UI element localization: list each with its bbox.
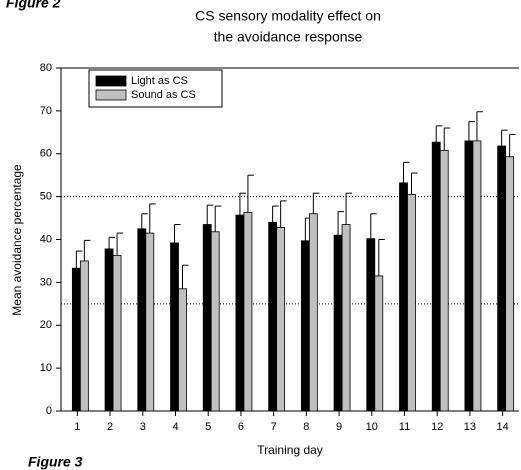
bar (308, 213, 318, 412)
bar (79, 260, 89, 412)
bar (210, 231, 220, 412)
y-axis-label: Mean avoidance percentage (10, 164, 24, 316)
bar (497, 145, 507, 412)
x-tick-label: 2 (107, 421, 113, 433)
bar (472, 140, 482, 412)
bar (243, 212, 253, 412)
y-tick-label: 0 (46, 405, 52, 417)
bar (268, 221, 278, 412)
bar (439, 149, 449, 412)
bar (104, 248, 114, 412)
bar (202, 224, 212, 412)
x-tick-label: 11 (399, 421, 410, 433)
x-tick-label: 5 (205, 421, 211, 433)
x-tick-label: 9 (336, 421, 342, 433)
y-tick-label: 10 (40, 362, 52, 374)
bar (464, 140, 474, 412)
bar (276, 227, 286, 412)
x-tick-label: 8 (303, 421, 309, 433)
bar (112, 254, 122, 412)
bar (366, 238, 376, 412)
bar (170, 242, 179, 412)
bar (235, 214, 245, 412)
bar (399, 182, 408, 412)
x-tick-label: 10 (366, 421, 378, 433)
chart-title: the avoidance response (214, 29, 363, 45)
legend-label: Sound as CS (131, 89, 196, 101)
bar (407, 194, 416, 412)
x-tick-label: 6 (238, 421, 244, 433)
y-tick-label: 20 (40, 319, 52, 331)
x-tick-label: 7 (271, 421, 277, 433)
bar (300, 240, 310, 412)
bar (71, 267, 81, 412)
x-tick-label: 12 (431, 421, 443, 433)
x-tick-label: 1 (74, 421, 80, 433)
x-tick-label: 4 (172, 421, 178, 433)
bar (431, 141, 441, 412)
bar (137, 228, 147, 412)
bar (178, 288, 187, 412)
y-tick-label: 80 (40, 62, 52, 74)
bar (333, 234, 343, 412)
x-tick-label: 14 (497, 421, 509, 433)
y-tick-label: 30 (40, 276, 52, 288)
bar (145, 232, 155, 412)
x-tick-label: 13 (464, 421, 476, 433)
chart-title: CS sensory modality effect on (195, 8, 381, 24)
y-tick-label: 70 (40, 105, 52, 117)
figure-label: Figure 2 (6, 0, 61, 11)
x-tick-label: 3 (140, 421, 146, 433)
bar (505, 156, 515, 412)
y-tick-label: 60 (40, 148, 52, 160)
legend-swatch (95, 75, 127, 87)
legend-label: Light as CS (131, 75, 188, 87)
x-axis-label: Training day (257, 443, 323, 457)
bar (341, 224, 351, 412)
y-tick-label: 50 (40, 191, 52, 203)
y-tick-label: 40 (40, 233, 52, 245)
bar (374, 275, 384, 412)
legend-swatch (95, 89, 127, 101)
figure-label: Figure 3 (28, 454, 83, 470)
